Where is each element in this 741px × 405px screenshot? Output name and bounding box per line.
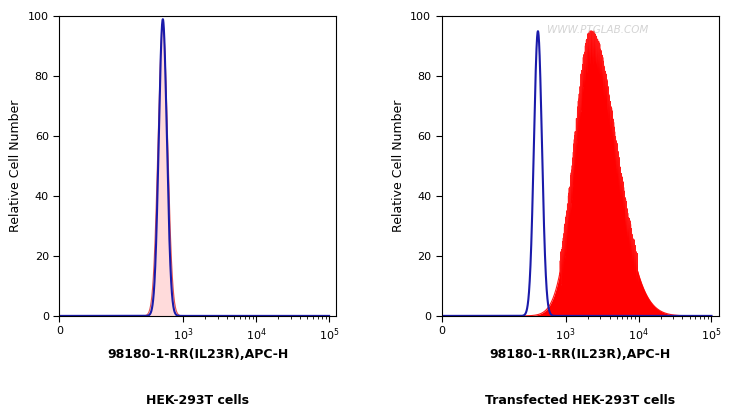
Y-axis label: Relative Cell Number: Relative Cell Number (10, 100, 22, 232)
Y-axis label: Relative Cell Number: Relative Cell Number (392, 100, 405, 232)
Text: Transfected HEK-293T cells: Transfected HEK-293T cells (485, 394, 675, 405)
X-axis label: 98180-1-RR(IL23R),APC-H: 98180-1-RR(IL23R),APC-H (490, 348, 671, 362)
Text: WWW.PTGLAB.COM: WWW.PTGLAB.COM (547, 25, 648, 35)
Text: HEK-293T cells: HEK-293T cells (146, 394, 249, 405)
X-axis label: 98180-1-RR(IL23R),APC-H: 98180-1-RR(IL23R),APC-H (107, 348, 288, 362)
